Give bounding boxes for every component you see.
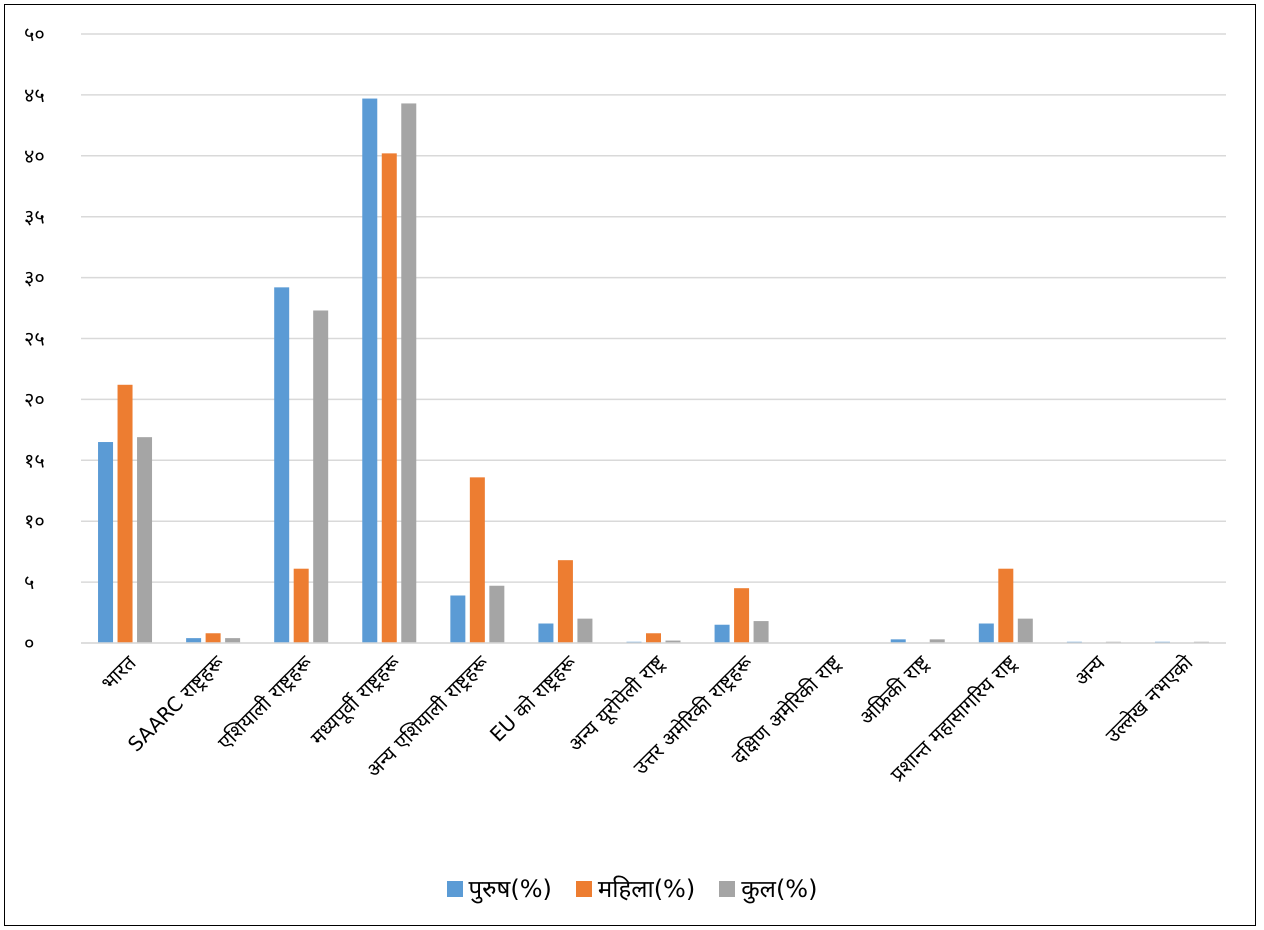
y-tick-label: ४० — [24, 144, 45, 168]
bar-male — [450, 595, 466, 643]
x-tick-label: भारत — [96, 650, 141, 695]
y-tick-label: १० — [24, 509, 45, 533]
bar-male — [186, 638, 202, 643]
y-tick-label: ३५ — [24, 205, 45, 229]
y-axis: ० ५ १० १५ २० २५ ३० ३५ ४० ४५ ५० — [24, 22, 45, 655]
bar-female — [293, 568, 309, 643]
legend-swatch-female — [575, 880, 592, 897]
bars — [98, 98, 1209, 643]
y-tick-label: २५ — [24, 327, 45, 351]
legend-swatch-male — [446, 880, 463, 897]
gridlines — [81, 33, 1226, 644]
bar-female — [734, 588, 750, 643]
y-tick-label: १५ — [24, 448, 45, 472]
legend-item-male: पुरुष(%) — [446, 872, 552, 905]
y-tick-label: ० — [24, 631, 34, 655]
bar-female — [205, 633, 221, 643]
x-tick-label: एशियाली राष्ट्रहरू — [213, 650, 317, 754]
y-tick-label: २० — [24, 387, 45, 411]
legend: पुरुष(%) महिला(%) कुल(%) — [0, 872, 1264, 905]
bar-male — [98, 442, 114, 643]
bar-total — [225, 638, 241, 643]
bar-male — [978, 623, 994, 643]
y-tick-label: ३० — [24, 266, 45, 290]
y-tick-label: ४५ — [24, 83, 45, 107]
bar-male — [714, 624, 730, 643]
legend-label-male: पुरुष(%) — [468, 875, 552, 903]
bar-total — [929, 639, 945, 643]
bar-female — [646, 633, 661, 643]
bar-female — [557, 560, 573, 643]
bar-total — [313, 310, 329, 643]
bar-total — [137, 437, 153, 643]
x-tick-label: EU को राष्ट्रहरू — [485, 650, 581, 746]
bar-male — [274, 287, 290, 643]
bar-total — [577, 618, 593, 643]
bar-total — [489, 585, 505, 643]
legend-label-female: महिला(%) — [597, 875, 696, 903]
bar-female — [381, 153, 397, 643]
bar-male — [538, 623, 554, 643]
bar-female — [998, 568, 1014, 643]
bar-male — [890, 639, 906, 643]
legend-label-total: कुल(%) — [741, 875, 818, 903]
bar-total — [401, 103, 417, 643]
bar-male — [362, 98, 378, 643]
legend-item-female: महिला(%) — [575, 872, 696, 905]
x-tick-label: अन्य — [1069, 650, 1109, 690]
bar-female — [117, 384, 133, 643]
x-tick-label: उल्लेख नभएको — [1101, 650, 1198, 747]
legend-swatch-total — [719, 880, 736, 897]
bar-total — [1017, 618, 1033, 643]
legend-item-total: कुल(%) — [719, 872, 817, 905]
bar-total — [665, 640, 681, 643]
bar-female — [469, 477, 485, 643]
y-tick-label: ५० — [24, 22, 45, 46]
bar-total — [753, 621, 769, 643]
y-tick-label: ५ — [24, 570, 34, 594]
chart-frame — [4, 4, 1256, 926]
x-tick-label: अफ्रिकी राष्ट्र — [854, 650, 933, 729]
